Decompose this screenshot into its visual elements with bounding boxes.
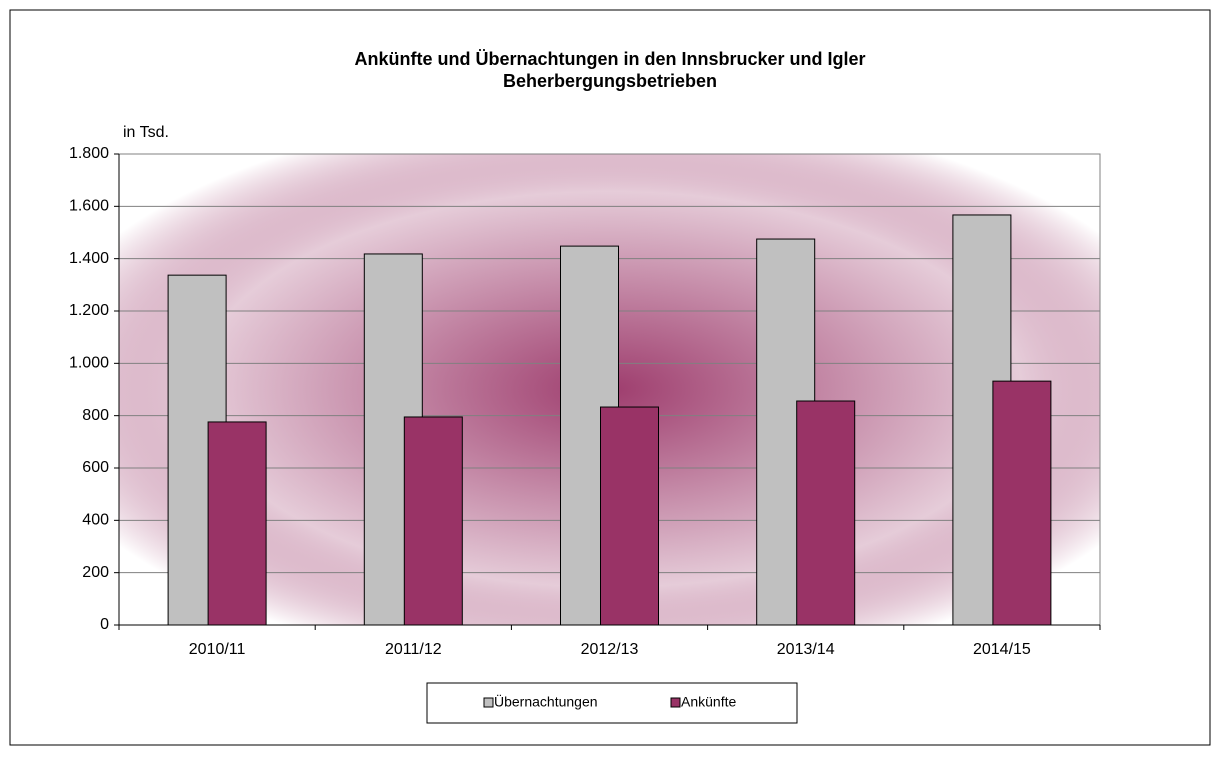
y-tick-label: 0 [100,616,109,633]
legend-swatch [670,697,681,708]
bar [207,421,267,626]
chart-title: Ankünfte und Übernachtungen in den Innsb… [354,49,865,91]
bar [796,400,856,626]
bar [403,416,463,626]
legend-swatch [483,697,494,708]
y-tick-label: 1.600 [69,198,109,215]
y-tick-label: 600 [82,459,109,476]
x-tick-label: 2013/14 [777,641,835,658]
y-tick-label: 800 [82,407,109,424]
bar [600,406,659,626]
x-tick-label: 2011/12 [385,641,442,658]
y-tick-label: 1.000 [69,355,109,372]
y-tick-label: 1.200 [69,302,109,319]
y-tick-label: 200 [82,564,109,581]
y-tick-label: 1.800 [69,145,109,162]
bar [992,380,1052,626]
legend-box [426,682,798,724]
y-tick-label: 400 [82,512,109,529]
legend-label: Ankünfte [681,694,736,710]
x-tick-label: 2014/15 [973,641,1031,658]
legend-label: Übernachtungen [494,693,598,710]
x-tick-label: 2010/11 [189,641,246,658]
y-axis-label: in Tsd. [123,124,169,141]
x-tick-label: 2012/13 [581,641,639,658]
y-tick-label: 1.400 [69,250,109,267]
